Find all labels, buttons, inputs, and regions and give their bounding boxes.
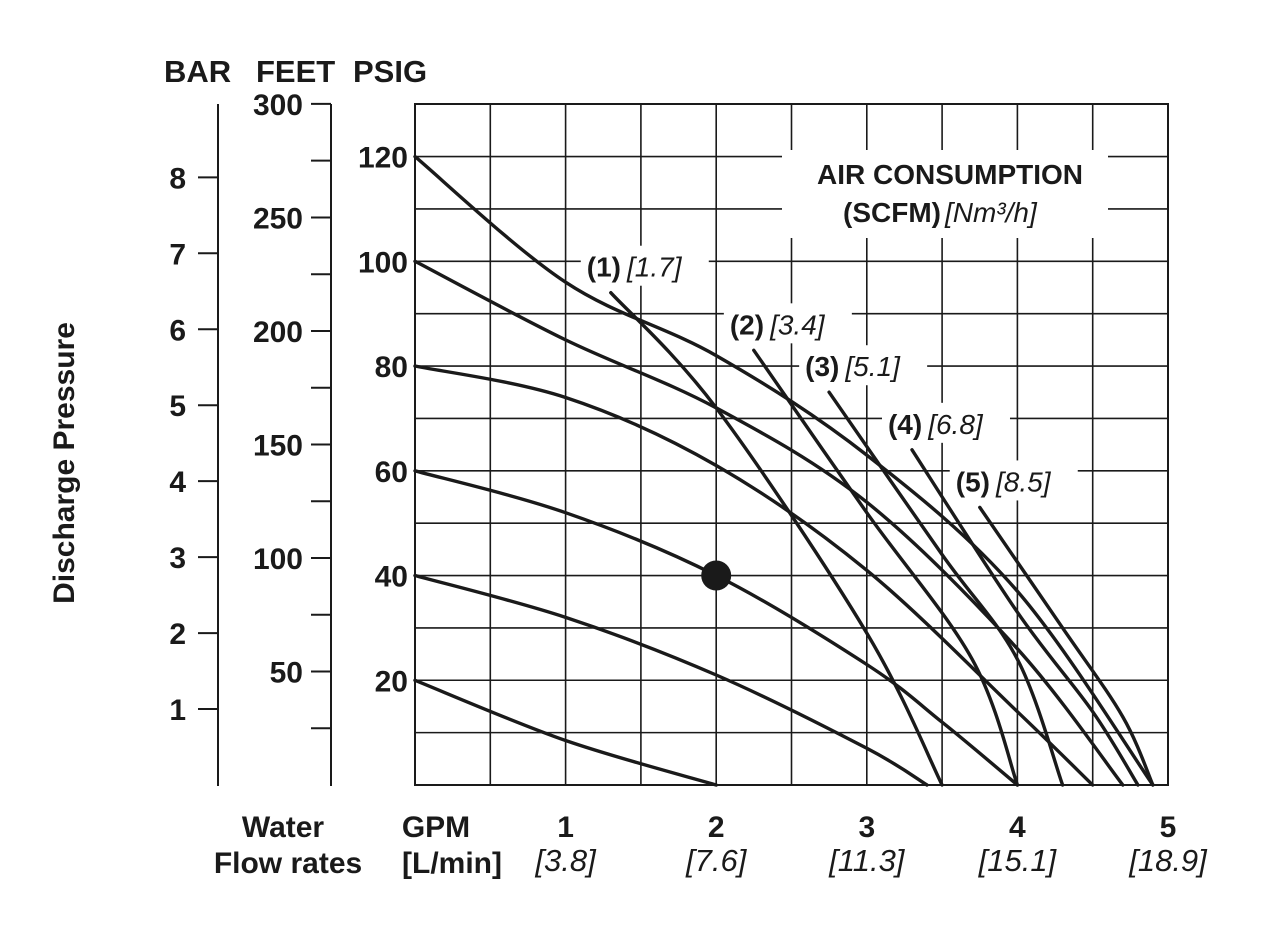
air-curve-number: (1) <box>587 252 621 283</box>
air-label-bg <box>723 303 852 344</box>
air-consumption-curve <box>827 390 1065 787</box>
bar-tick-label: 5 <box>169 390 186 423</box>
air-consumption-label: (2) [3.4] <box>730 309 826 340</box>
x-tick-label-lpm: [15.1] <box>978 843 1058 878</box>
feet-tick-label: 200 <box>253 316 303 349</box>
operating-point-marker <box>701 560 732 591</box>
bar-tick-label: 8 <box>169 162 186 195</box>
bar-tick-label: 4 <box>169 466 186 499</box>
psig-tick-label: 60 <box>375 456 408 489</box>
x-tick-label-lpm: [11.3] <box>828 843 906 878</box>
x-axis-title-line2: Flow rates <box>214 847 362 880</box>
x-tick-label-gpm: 3 <box>858 811 875 844</box>
feet-tick-label: 100 <box>253 543 303 576</box>
air-curve-value: [3.4] <box>769 309 826 340</box>
x-tick-label-lpm: [7.6] <box>685 843 748 878</box>
psig-axis-header: PSIG <box>353 54 427 89</box>
air-consumption-label: (3) [5.1] <box>805 351 901 382</box>
air-consumption-curve <box>978 505 1155 787</box>
bar-tick-label: 6 <box>169 314 186 347</box>
air-label-bg <box>799 345 928 386</box>
feet-axis-header: FEET <box>256 54 335 89</box>
air-curve-value: [5.1] <box>844 351 901 382</box>
air-label-bg <box>881 402 1010 443</box>
air-curve-value: [6.8] <box>927 409 984 440</box>
air-curve-number: (3) <box>805 351 839 382</box>
performance-curve <box>413 154 1155 787</box>
psig-tick-label: 40 <box>375 561 408 594</box>
plot-frame <box>414 103 1169 786</box>
legend-title-line1: AIR CONSUMPTION <box>817 159 1083 190</box>
psig-tick-label: 100 <box>358 246 408 279</box>
air-label-bg <box>580 245 709 286</box>
psig-tick-label: 80 <box>375 351 408 384</box>
performance-curve <box>413 573 929 787</box>
bar-tick-label: 1 <box>169 694 186 727</box>
air-curve-number: (5) <box>956 466 990 497</box>
psig-tick-label: 20 <box>375 665 408 698</box>
performance-curve <box>413 469 1020 787</box>
x-tick-label-gpm: 4 <box>1009 811 1026 844</box>
air-label-bg <box>949 460 1078 501</box>
x-tick-label-gpm: 2 <box>708 811 725 844</box>
x-unit-lpm: [L/min] <box>402 847 502 880</box>
legend-title-scfm: (SCFM) <box>843 197 941 228</box>
legend-title-line2: (SCFM) [Nm³/h] <box>843 197 1038 228</box>
x-tick-label-lpm: [18.9] <box>1128 843 1208 878</box>
feet-tick-label: 150 <box>253 429 303 462</box>
performance-curve <box>413 678 718 787</box>
x-tick-label-gpm: 1 <box>557 811 574 844</box>
air-curve-number: (4) <box>888 409 922 440</box>
legend-title-bg <box>782 150 1108 238</box>
air-curve-number: (2) <box>730 309 764 340</box>
air-consumption-label: (5) [8.5] <box>956 466 1052 497</box>
air-consumption-curve <box>752 348 1020 787</box>
bar-tick-label: 7 <box>169 238 186 271</box>
air-consumption-label: (4) [6.8] <box>888 409 984 440</box>
x-tick-label-gpm: 5 <box>1160 811 1177 844</box>
feet-tick-label: 50 <box>270 656 303 689</box>
legend-title-unit: [Nm³/h] <box>944 197 1038 228</box>
air-curve-value: [8.5] <box>995 466 1052 497</box>
bar-tick-label: 3 <box>169 542 186 575</box>
feet-tick-label: 300 <box>253 89 303 122</box>
air-consumption-label: (1) [1.7] <box>587 252 683 283</box>
bar-axis-header: BAR <box>164 54 231 89</box>
air-consumption-curve <box>910 448 1140 787</box>
feet-tick-label: 250 <box>253 202 303 235</box>
performance-curve <box>413 259 1125 787</box>
bar-tick-label: 2 <box>169 618 186 651</box>
x-unit-gpm: GPM <box>402 811 470 844</box>
x-axis-title-line1: Water <box>242 811 325 844</box>
y-axis-title: Discharge Pressure <box>48 322 81 604</box>
psig-tick-label: 120 <box>358 142 408 175</box>
air-consumption-curve <box>609 291 944 787</box>
air-curve-value: [1.7] <box>626 252 683 283</box>
x-tick-label-lpm: [3.8] <box>534 843 597 878</box>
